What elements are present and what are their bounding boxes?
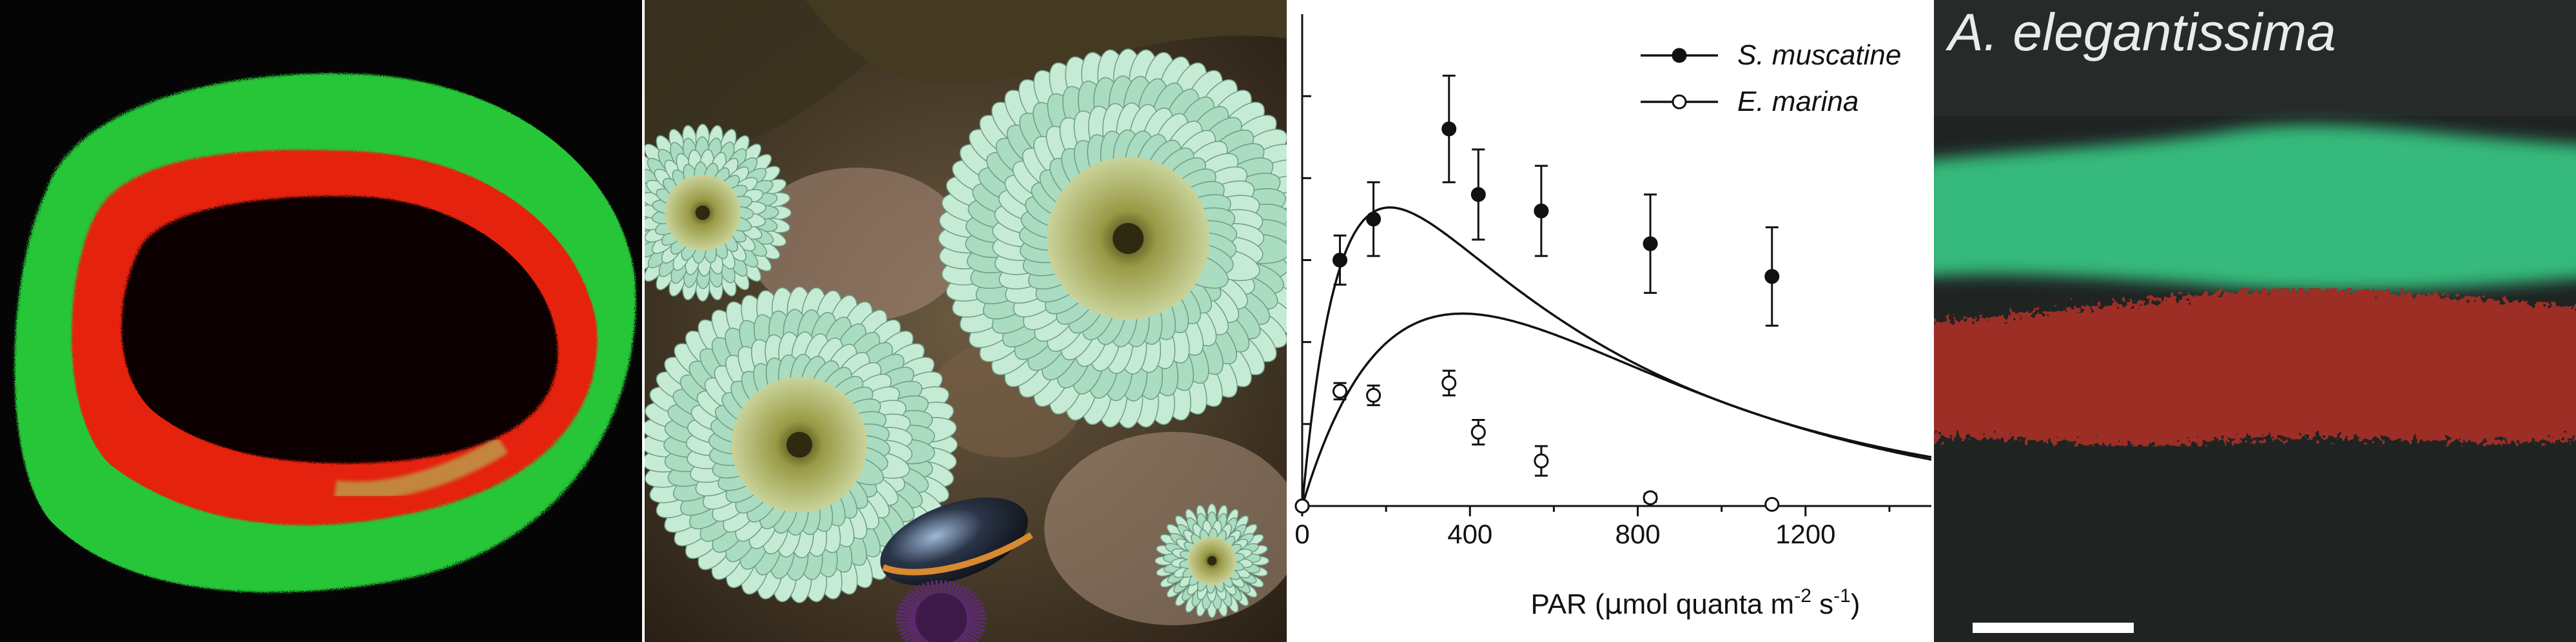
data-point: [1441, 121, 1457, 137]
sea-anemone-photo: [645, 0, 1287, 642]
fit-curve: [1301, 312, 1931, 507]
data-point: [1534, 453, 1549, 469]
green-tissue-band: [1934, 124, 2576, 291]
data-point: [1332, 253, 1348, 268]
chart-fit-curves: [1301, 206, 1931, 507]
tissue-section-image: A. elegantissima: [1934, 0, 2576, 642]
sea-anemone-photo-panel: [645, 0, 1287, 642]
chart-axes: 0 400 800 1200: [1294, 14, 1931, 549]
anemone: [645, 286, 958, 603]
mussel: [880, 497, 1033, 586]
red-symbiont-band: [1934, 288, 2576, 447]
data-point: [1366, 211, 1381, 227]
light-curve-chart-panel: 0 400 800 1200 S. muscatine E. marina PAR (µ…: [1289, 0, 1931, 642]
data-point: [1470, 187, 1486, 202]
x-tick-label: 1200: [1775, 519, 1835, 549]
anemone: [645, 124, 792, 302]
legend-label: S. muscatine: [1737, 39, 1901, 71]
x-tick-label: 400: [1447, 519, 1492, 549]
x-tick-label: 800: [1615, 519, 1660, 549]
data-point: [1764, 496, 1780, 512]
anemone: [1155, 503, 1269, 618]
dark-center: [121, 196, 558, 463]
species-label: A. elegantissima: [1945, 3, 2336, 62]
chart-legend: S. muscatine E. marina: [1641, 39, 1901, 117]
legend-marker: [1672, 94, 1687, 110]
anemones-group: [645, 48, 1287, 618]
data-point: [1534, 203, 1549, 219]
data-point: [1294, 498, 1310, 514]
data-point: [1470, 425, 1486, 440]
sea-urchin: [896, 580, 986, 642]
data-point: [1643, 236, 1658, 251]
legend-label: E. marina: [1737, 86, 1859, 117]
fluorescence-ring-image: [0, 0, 642, 642]
data-point: [1441, 375, 1457, 391]
fluorescence-micrograph-panel: [0, 0, 642, 642]
anemone: [938, 48, 1287, 429]
fit-curve: [1301, 206, 1931, 507]
data-point: [1764, 269, 1780, 284]
x-tick-label: 0: [1294, 519, 1309, 549]
light-curve-chart: 0 400 800 1200 S. muscatine E. marina PAR (µ…: [1294, 14, 1931, 621]
scale-bar: [1973, 623, 2134, 633]
data-point: [1643, 490, 1658, 505]
x-axis-label: PAR (µmol quanta m-2 s-1): [1531, 585, 1860, 621]
data-point: [1332, 384, 1348, 399]
data-point: [1366, 387, 1381, 403]
chart-data-points: [1294, 74, 1780, 514]
legend-marker: [1672, 48, 1687, 63]
tissue-section-panel: A. elegantissima: [1934, 0, 2576, 642]
